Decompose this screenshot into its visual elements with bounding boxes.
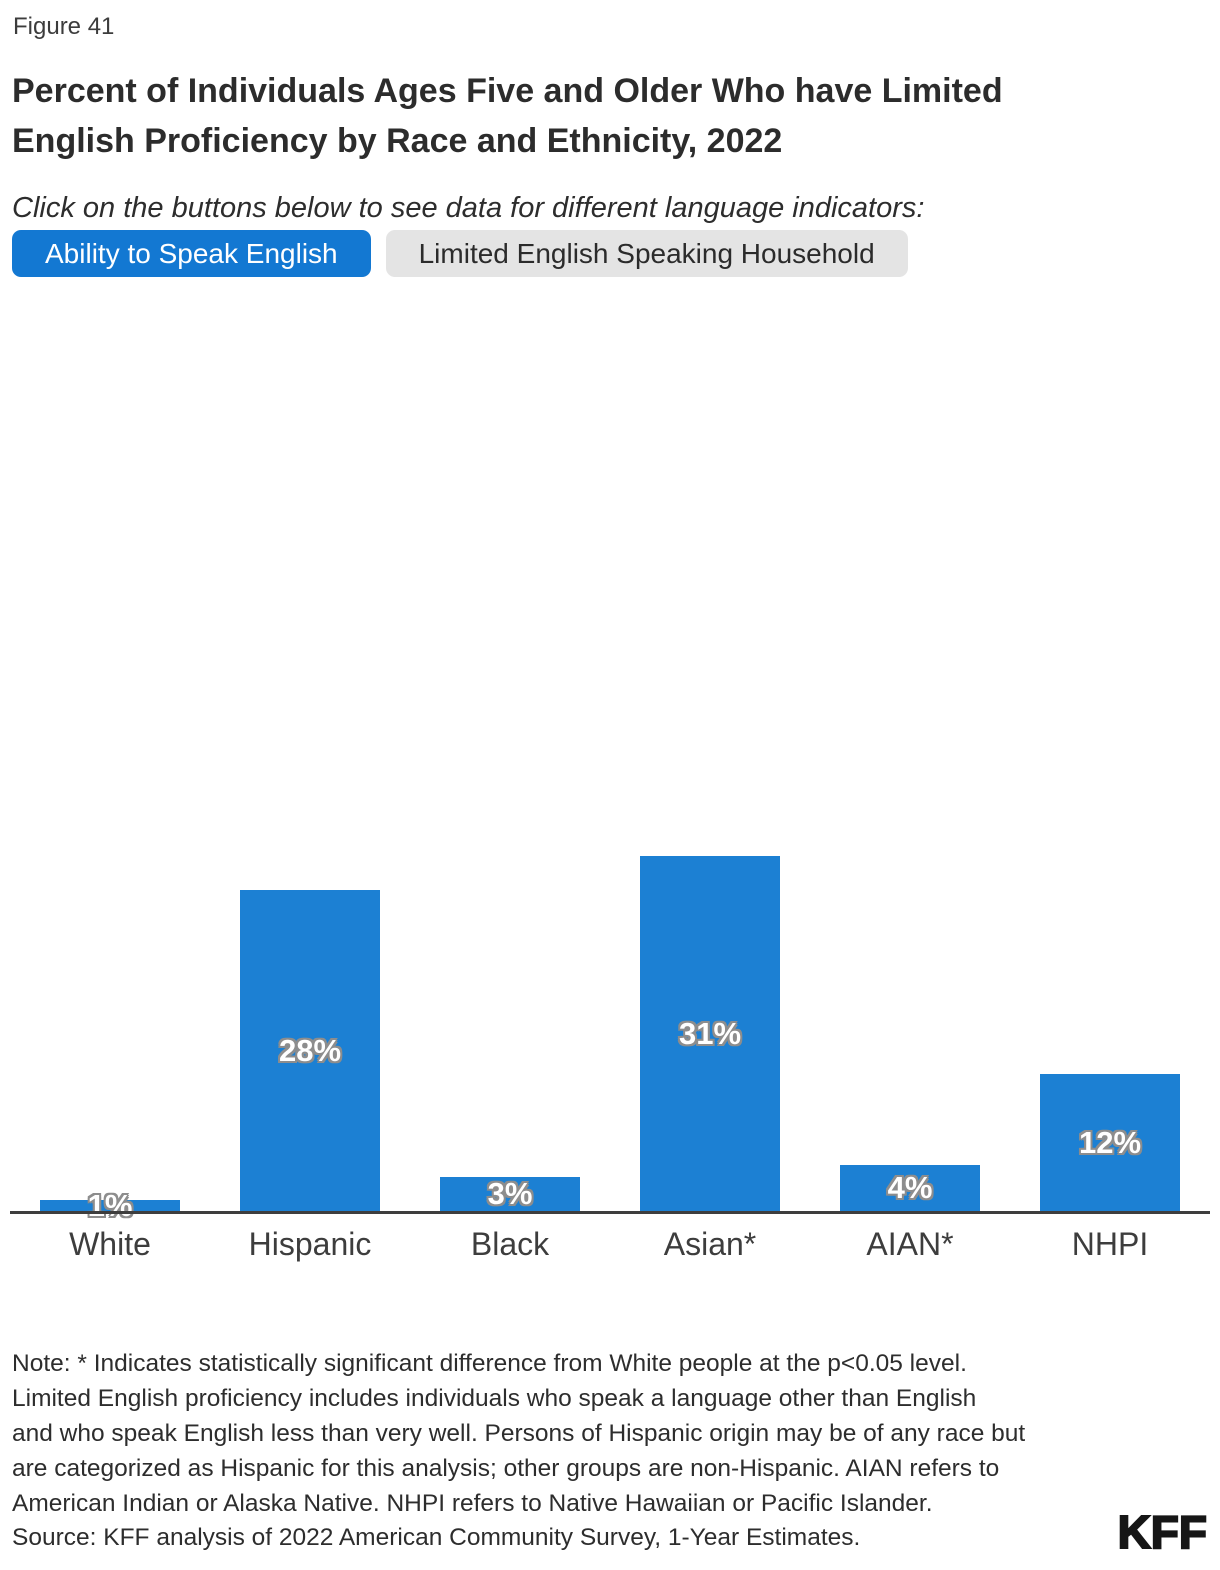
page-title-line-2: English Proficiency by Race and Ethnicit…	[12, 122, 783, 160]
ability-to-speak-english-button[interactable]: Ability to Speak English	[12, 230, 371, 277]
category-label: White	[69, 1226, 151, 1262]
bar-slot: 28%	[210, 277, 410, 1211]
indicator-toggle-group: Ability to Speak English Limited English…	[12, 230, 908, 277]
note-text: Note: * Indicates statistically signific…	[12, 1346, 1025, 1521]
bar-value-label: 3%	[487, 1176, 533, 1211]
bar-nhpi: 12%	[1040, 1074, 1180, 1211]
category-label: Black	[470, 1226, 550, 1262]
source-text: Source: KFF analysis of 2022 American Co…	[12, 1524, 861, 1551]
note-line: Note: * Indicates statistically signific…	[12, 1350, 967, 1377]
bar-hispanic: 28%	[240, 890, 380, 1211]
kff-logo: KFF	[1117, 1505, 1208, 1559]
instruction-text: Click on the buttons below to see data f…	[12, 192, 925, 224]
page-title: Percent of Individuals Ages Five and Old…	[12, 66, 1207, 166]
limited-english-speaking-household-button[interactable]: Limited English Speaking Household	[385, 230, 908, 277]
bar-slot: 1%	[10, 277, 210, 1223]
bar-value-label: 1%	[87, 1187, 133, 1223]
bar-value-label: 12%	[1078, 1124, 1142, 1160]
bar-black: 3%	[440, 1176, 580, 1211]
bar-slot: 12%	[1010, 277, 1210, 1211]
bar-aian: 4%	[840, 1165, 980, 1211]
page-title-line-1: Percent of Individuals Ages Five and Old…	[12, 72, 1003, 110]
note-line: are categorized as Hispanic for this ana…	[12, 1455, 1000, 1482]
bar-value-label: 4%	[887, 1170, 933, 1205]
bar-asian: 31%	[640, 856, 780, 1211]
note-line: Limited English proficiency includes ind…	[12, 1385, 977, 1412]
bar-value-label: 28%	[278, 1032, 342, 1068]
bar-value-label: 31%	[678, 1015, 742, 1051]
category-label: Asian*	[663, 1226, 757, 1262]
bar-chart: 1% 28% 3% 31% 4% 12%	[10, 277, 1210, 1223]
figure-number: Figure 41	[13, 13, 115, 40]
category-label: AIAN*	[866, 1226, 954, 1262]
category-label: NHPI	[1071, 1226, 1149, 1262]
note-line: and who speak English less than very wel…	[12, 1420, 1026, 1447]
category-label: Hispanic	[248, 1226, 372, 1262]
bar-white: 1%	[40, 1188, 180, 1223]
bar-slot: 3%	[410, 277, 610, 1211]
note-line: American Indian or Alaska Native. NHPI r…	[12, 1490, 933, 1517]
x-axis-line	[10, 1211, 1210, 1214]
bar-slot: 31%	[610, 277, 810, 1211]
x-axis-labels: White Hispanic Black Asian* AIAN* NHPI	[10, 1226, 1210, 1263]
bar-slot: 4%	[810, 277, 1010, 1211]
